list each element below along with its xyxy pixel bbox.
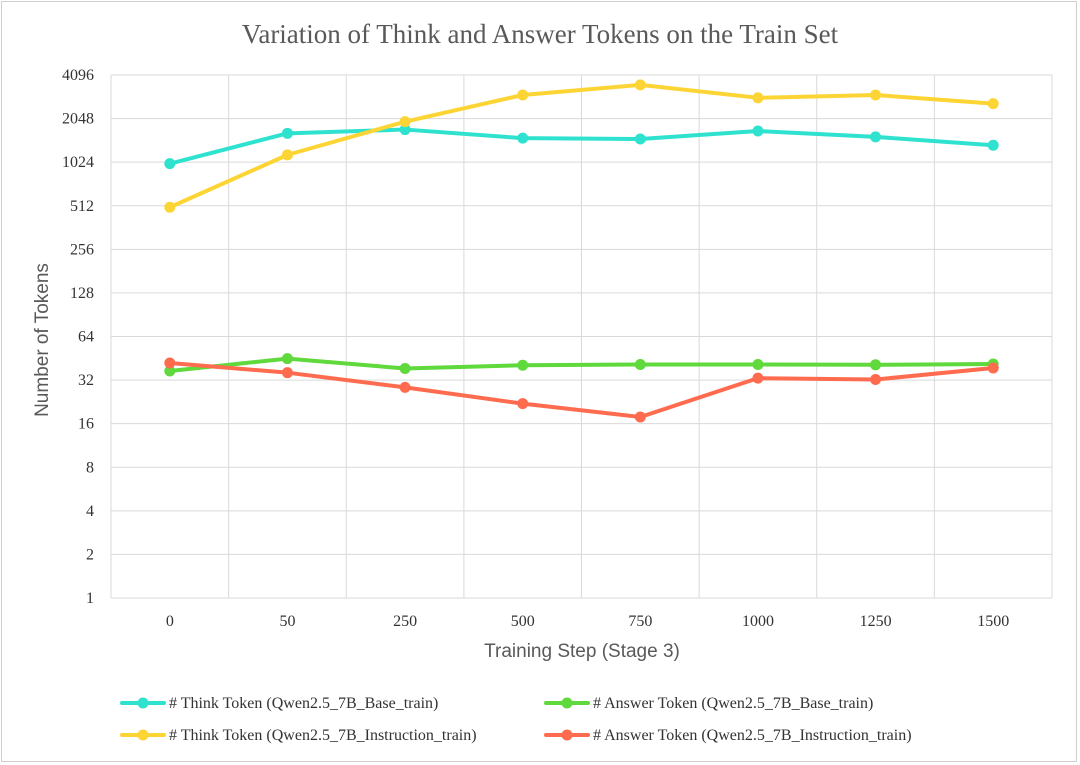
- data-point: [634, 411, 646, 423]
- data-point: [281, 127, 293, 139]
- data-point: [634, 79, 646, 91]
- x-tick-label: 1250: [860, 613, 892, 630]
- data-point: [399, 381, 411, 393]
- y-axis-label: Number of Tokens: [32, 263, 53, 417]
- x-tick-label: 750: [628, 613, 652, 630]
- data-point: [517, 398, 529, 410]
- data-point: [164, 357, 176, 369]
- y-tick-label: 32: [78, 372, 94, 389]
- series-group: [164, 124, 999, 170]
- y-tick-label: 1024: [62, 154, 94, 171]
- legend-label: # Think Token (Qwen2.5_7B_Base_train): [169, 695, 438, 712]
- data-point: [399, 116, 411, 128]
- data-point: [870, 373, 882, 385]
- data-point: [752, 92, 764, 104]
- x-tick-label: 1000: [742, 613, 774, 630]
- data-point: [399, 362, 411, 374]
- chart-title: Variation of Think and Answer Tokens on …: [242, 19, 839, 49]
- data-point: [752, 359, 764, 371]
- y-tick-label: 1: [86, 590, 94, 607]
- legend-item: # Answer Token (Qwen2.5_7B_Base_train): [544, 695, 873, 712]
- data-point: [752, 372, 764, 384]
- gridlines: [110, 74, 1053, 599]
- data-point: [517, 132, 529, 144]
- series-line: [167, 127, 996, 166]
- legend-swatch-marker: [137, 729, 149, 741]
- y-tick-label: 512: [70, 198, 94, 215]
- data-point: [634, 133, 646, 145]
- legend-label: # Answer Token (Qwen2.5_7B_Base_train): [593, 695, 873, 712]
- series-group: [164, 357, 999, 423]
- series-lines: [164, 79, 999, 423]
- x-tick-label: 50: [279, 613, 295, 630]
- data-point: [870, 89, 882, 101]
- legend-label: # Think Token (Qwen2.5_7B_Instruction_tr…: [169, 727, 477, 744]
- series-line: [167, 356, 996, 373]
- legend: # Think Token (Qwen2.5_7B_Base_train) # A…: [120, 695, 912, 744]
- data-point: [752, 125, 764, 137]
- data-point: [517, 89, 529, 101]
- legend-item: # Answer Token (Qwen2.5_7B_Instruction_t…: [544, 727, 912, 744]
- series-line: [167, 82, 996, 210]
- legend-swatch-marker: [137, 697, 149, 709]
- series-line: [167, 360, 996, 419]
- series-group: [164, 79, 999, 213]
- y-tick-label: 128: [70, 285, 94, 302]
- legend-swatch-marker: [561, 729, 573, 741]
- data-point: [164, 201, 176, 213]
- legend-label: # Answer Token (Qwen2.5_7B_Instruction_t…: [593, 727, 912, 744]
- y-tick-label: 256: [70, 241, 94, 258]
- data-point: [987, 139, 999, 151]
- y-tick-label: 16: [78, 416, 94, 433]
- x-tick-label: 1500: [977, 613, 1009, 630]
- legend-swatch-marker: [561, 697, 573, 709]
- x-axis-label: Training Step (Stage 3): [484, 641, 680, 662]
- legend-item: # Think Token (Qwen2.5_7B_Base_train): [120, 695, 438, 712]
- data-point: [164, 365, 176, 377]
- y-tick-label: 8: [86, 459, 94, 476]
- y-tick-label: 4096: [62, 67, 94, 84]
- data-point: [281, 353, 293, 365]
- y-tick-label: 64: [78, 329, 94, 346]
- x-tick-label: 0: [166, 613, 174, 630]
- y-tick-label: 4: [86, 503, 94, 520]
- data-point: [987, 362, 999, 374]
- data-point: [634, 359, 646, 371]
- x-axis-ticks: 0 50 250 500 750 1000 1250 1500: [166, 613, 1009, 630]
- y-tick-label: 2048: [62, 111, 94, 128]
- x-tick-label: 250: [393, 613, 417, 630]
- data-point: [281, 149, 293, 161]
- data-point: [987, 98, 999, 110]
- data-point: [164, 158, 176, 170]
- data-point: [870, 131, 882, 143]
- data-point: [281, 367, 293, 379]
- data-point: [399, 124, 411, 136]
- legend-item: # Think Token (Qwen2.5_7B_Instruction_tr…: [120, 727, 477, 744]
- data-point: [870, 359, 882, 371]
- data-point: [517, 359, 529, 371]
- series-group: [164, 353, 999, 377]
- x-tick-label: 500: [511, 613, 535, 630]
- y-tick-label: 2: [86, 546, 94, 563]
- y-axis-ticks: 1 2 4 8 16 32 64 128 256 512 1024 2048 4096: [62, 67, 94, 607]
